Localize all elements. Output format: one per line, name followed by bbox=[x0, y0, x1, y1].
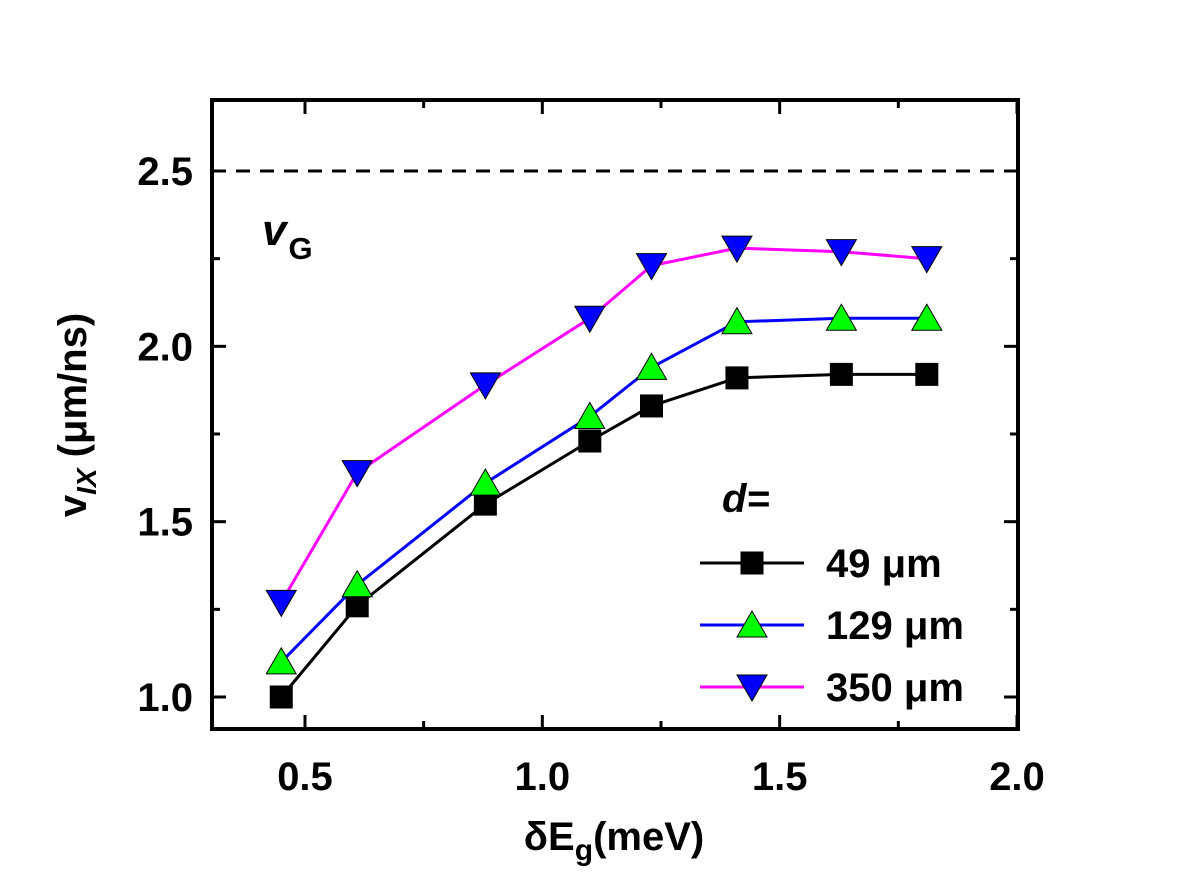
data-point-s1-4 bbox=[635, 352, 668, 380]
x-tick-label-2: 1.5 bbox=[752, 755, 808, 799]
data-point-s2-4 bbox=[635, 253, 668, 281]
legend-marker-0 bbox=[740, 551, 764, 575]
x-axis-label-tail: (meV) bbox=[593, 815, 704, 859]
data-point-s1-0 bbox=[265, 646, 298, 675]
data-point-s0-5 bbox=[725, 366, 749, 390]
reference-line-label: vG bbox=[262, 206, 313, 266]
legend: d= 49 μm 129 μm 350 μm bbox=[700, 477, 964, 710]
series-line-2 bbox=[280, 246, 927, 604]
series-line-0 bbox=[280, 372, 927, 698]
data-point-s1-7 bbox=[910, 303, 943, 331]
series-markers bbox=[265, 235, 943, 709]
series-line-1 bbox=[280, 316, 927, 663]
data-point-s0-3 bbox=[578, 429, 602, 453]
data-point-s2-1 bbox=[341, 460, 374, 488]
y-tick-label-2: 2.0 bbox=[137, 325, 193, 369]
data-point-s1-5 bbox=[721, 306, 753, 335]
data-point-s1-1 bbox=[341, 569, 374, 598]
plot-frame bbox=[210, 98, 1020, 731]
reference-line-label-subscript: G bbox=[288, 231, 312, 266]
reference-line-group: vG bbox=[212, 169, 1018, 266]
data-point-s2-7 bbox=[910, 246, 943, 274]
legend-label-2: 350 μm bbox=[826, 666, 964, 710]
series-lines bbox=[280, 246, 927, 698]
x-axis-label: δEg(meV) bbox=[524, 815, 704, 867]
y-tick-label-3: 2.5 bbox=[137, 150, 193, 194]
data-point-s0-1 bbox=[345, 594, 369, 618]
data-point-s0-2 bbox=[473, 492, 497, 516]
legend-title: d= bbox=[722, 477, 770, 521]
y-axis-label: vIX (μm/ns) bbox=[51, 313, 102, 517]
data-point-s2-2 bbox=[469, 372, 502, 400]
data-point-s0-0 bbox=[269, 685, 293, 709]
x-tick-label-3: 2.0 bbox=[989, 755, 1045, 799]
data-point-s2-5 bbox=[721, 235, 753, 264]
legend-marker-2 bbox=[736, 674, 768, 703]
y-axis-label-subscript: IX bbox=[71, 466, 102, 495]
legend-label-1: 129 μm bbox=[826, 604, 964, 648]
data-point-s0-7 bbox=[915, 362, 939, 386]
y-tick-label-0: 1.0 bbox=[137, 676, 193, 720]
x-tick-label-1: 1.0 bbox=[515, 755, 571, 799]
axis-ticks: 0.5 1.0 1.5 2.0 1.0 1.5 2.0 2.5 bbox=[137, 100, 1045, 799]
y-tick-label-1: 1.5 bbox=[137, 501, 193, 545]
legend-label-0: 49 μm bbox=[826, 542, 942, 586]
data-point-s2-0 bbox=[265, 589, 298, 618]
x-axis-label-subscript: g bbox=[575, 834, 593, 867]
y-axis-label-tail: (μm/ns) bbox=[51, 313, 95, 469]
x-tick-label-0: 0.5 bbox=[277, 755, 333, 799]
legend-marker-1 bbox=[736, 609, 768, 638]
data-point-s1-6 bbox=[825, 303, 858, 331]
data-point-s1-3 bbox=[573, 401, 606, 429]
data-point-s2-3 bbox=[573, 305, 606, 334]
data-point-s2-6 bbox=[825, 239, 858, 267]
data-point-s0-4 bbox=[640, 394, 664, 418]
data-point-s0-6 bbox=[829, 362, 853, 386]
data-point-s1-2 bbox=[469, 468, 502, 496]
